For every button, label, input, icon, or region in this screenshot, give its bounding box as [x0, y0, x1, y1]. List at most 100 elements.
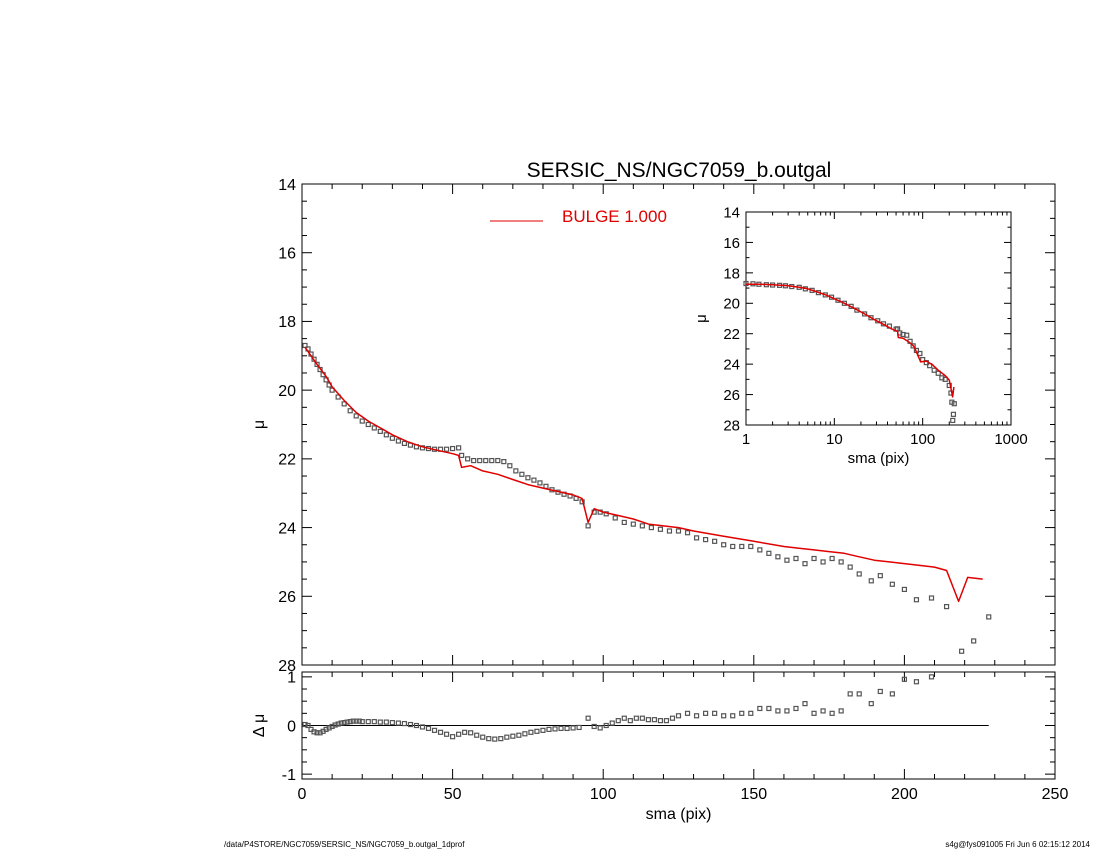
main-data-point: [489, 457, 495, 464]
residual-data-point: [651, 717, 658, 723]
residual-data-point: [338, 720, 344, 726]
residual-data-point: [802, 701, 808, 707]
main-data-point: [450, 445, 456, 452]
main-data-point: [829, 555, 835, 562]
residual-ytick-label: 1: [287, 670, 296, 687]
main-data-point: [971, 638, 977, 644]
residual-data-point: [332, 722, 338, 728]
inset-data-point: [942, 376, 948, 382]
residual-data-point: [721, 713, 727, 719]
main-data-point: [465, 456, 471, 462]
residual-ytick-label: 0: [287, 718, 296, 735]
main-data-point: [901, 586, 908, 593]
residual-data-point: [621, 715, 627, 721]
inset-xtick-label: 1: [742, 431, 750, 448]
residual-data-point: [730, 713, 736, 719]
main-data-point: [648, 524, 654, 531]
residual-data-point: [585, 715, 591, 721]
residual-data-point: [419, 724, 426, 730]
residual-data-point: [383, 719, 389, 725]
residual-y-axis-label: Δ μ: [251, 714, 268, 737]
residual-data-point: [456, 731, 462, 737]
main-data-point: [889, 581, 895, 587]
residual-data-point: [856, 691, 862, 697]
residual-data-point: [311, 729, 317, 735]
inset-data-point: [904, 332, 910, 338]
main-data-point: [766, 550, 772, 556]
residual-data-point: [693, 713, 700, 719]
residual-data-point: [347, 719, 353, 725]
inset-ytick-label: 16: [723, 235, 740, 252]
residual-data-point: [639, 715, 645, 721]
residual-data-point: [516, 732, 522, 738]
main-ytick-label: 18: [278, 314, 296, 331]
residual-data-point: [633, 715, 639, 721]
main-data-point: [986, 614, 992, 620]
residual-data-point: [838, 708, 844, 714]
residual-data-point: [314, 730, 320, 736]
inset-xtick-label: 1000: [994, 431, 1027, 448]
main-data-point: [525, 475, 531, 481]
footer-path: /data/P4STORE/NGC7059/SERSIC_NS/NGC7059_…: [224, 840, 465, 849]
residual-data-point: [597, 725, 603, 731]
residual-data-point: [356, 718, 362, 724]
residual-data-point: [811, 710, 817, 716]
residual-data-point: [528, 729, 534, 735]
residual-data-point: [371, 719, 377, 725]
residual-data-point: [576, 724, 582, 731]
main-data-point: [847, 564, 853, 570]
main-data-point: [519, 471, 525, 477]
residual-xtick-label: 150: [740, 786, 767, 803]
residual-data-point: [889, 691, 895, 697]
main-ytick-label: 20: [278, 383, 296, 400]
residual-data-point: [757, 705, 763, 712]
main-data-point: [347, 408, 353, 414]
main-data-point: [383, 432, 389, 438]
residual-data-point: [829, 710, 835, 716]
residual-data-point: [564, 725, 570, 732]
main-data-point: [802, 561, 808, 567]
inset-data-point: [950, 417, 956, 424]
main-data-point: [395, 438, 401, 444]
main-data-point: [477, 457, 483, 464]
inset-data-point: [951, 401, 957, 407]
inset-ytick-label: 24: [723, 357, 740, 374]
inset-x-axis-label: sma (pix): [848, 450, 910, 467]
residual-data-point: [344, 719, 350, 725]
residual-data-point: [341, 719, 347, 726]
inset-xtick-label: 10: [826, 431, 843, 448]
main-data-point: [371, 425, 377, 431]
residual-data-point: [546, 726, 552, 732]
residual-x-axis-label: sma (pix): [646, 806, 712, 823]
main-model-line: [304, 346, 983, 603]
residual-xtick-label: 100: [590, 786, 617, 803]
main-data-point: [314, 361, 320, 367]
main-data-point: [757, 547, 763, 553]
residual-data-point: [480, 734, 486, 740]
legend-label: BULGE 1.000: [562, 207, 667, 226]
main-data-point: [721, 542, 727, 548]
inset-model-line: [746, 283, 955, 398]
residual-data-point: [504, 734, 510, 740]
residual-data-point: [766, 705, 772, 712]
residual-data-point: [591, 723, 597, 730]
residual-data-point: [657, 718, 664, 724]
residual-data-point: [703, 710, 709, 716]
main-data-point: [501, 459, 507, 465]
main-ytick-label: 26: [278, 589, 296, 606]
residual-data-point: [793, 705, 799, 712]
inset-data-point: [931, 367, 937, 373]
residual-data-point: [492, 736, 498, 742]
residual-data-point: [335, 721, 341, 727]
main-data-point: [784, 557, 790, 563]
residual-data-point: [627, 718, 633, 724]
residual-data-point: [302, 721, 308, 728]
residual-data-point: [450, 734, 456, 740]
main-data-point: [537, 480, 543, 486]
main-data-point: [730, 543, 736, 550]
main-data-point: [675, 528, 682, 534]
main-data-point: [928, 595, 935, 601]
main-data-point: [693, 535, 700, 541]
residual-xtick-label: 0: [298, 786, 307, 803]
residual-data-point: [901, 676, 908, 682]
